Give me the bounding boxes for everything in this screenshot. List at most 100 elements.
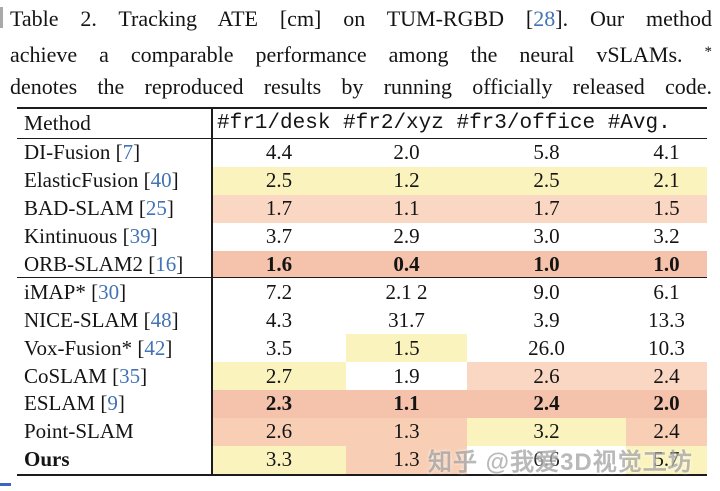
ate-value-cell: 2.4: [467, 390, 626, 418]
table-row: iMAP* [30] 7.2 2.1 2 9.0 6.1: [17, 278, 707, 306]
ate-value-cell: 1.1: [346, 390, 467, 418]
header-sequence-columns: #fr1/desk #fr2/xyz #fr3/office #Avg.: [212, 112, 707, 135]
ate-value-cell: 6.1: [653, 279, 680, 304]
ate-value-cell: 4.1: [653, 140, 680, 165]
ate-value-cell: 3.2: [653, 224, 680, 249]
citation-link: 30: [98, 279, 120, 304]
ate-value-cell: 1.7: [212, 194, 346, 223]
table-header-row: Method #fr1/desk #fr2/xyz #fr3/office #A…: [17, 109, 707, 139]
ate-value-cell: 3.9: [533, 307, 560, 332]
ate-value-cell: 2.5: [212, 166, 346, 195]
ate-value-cell: 6.6: [533, 447, 560, 472]
citation-link: 35: [119, 363, 141, 388]
ate-value-cell: 2.4: [626, 362, 707, 391]
ate-value-cell: 5.8: [533, 140, 560, 165]
table-row: Kintinuous [39] 3.7 2.9 3.0 3.2: [17, 223, 707, 251]
method-name: ESLAM [9]: [24, 391, 125, 416]
ate-value-cell: 4.4: [265, 140, 293, 165]
citation-link: 28: [533, 6, 556, 31]
ate-value-cell: 3.0: [533, 224, 560, 249]
caption-text: Table 2. Tracking ATE [cm] on TUM-RGBD [: [10, 6, 534, 31]
citation-link: 16: [155, 251, 177, 276]
citation-link: 25: [145, 196, 167, 221]
method-name: NICE-SLAM [48]: [24, 307, 179, 332]
ate-value-cell: 2.1 2: [385, 279, 428, 304]
page-edge-artifact-bottom: [0, 483, 11, 486]
method-name: Point-SLAM: [24, 419, 134, 444]
method-name: ORB-SLAM2 [16]: [24, 251, 184, 276]
results-table: Method #fr1/desk #fr2/xyz #fr3/office #A…: [17, 107, 707, 476]
header-col: #fr1/desk: [217, 112, 331, 135]
caption-line-3: denotes the reproduced results by runnin…: [10, 74, 712, 99]
ate-value-cell: 2.6: [212, 417, 346, 446]
ate-value-cell: 10.3: [648, 335, 685, 360]
method-name: Vox-Fusion* [42]: [24, 335, 173, 360]
ate-value-cell: 1.9: [393, 363, 420, 388]
citation-link: 42: [144, 335, 166, 360]
ate-value-cell: 1.0: [467, 250, 626, 278]
ate-value-cell: 3.2: [467, 417, 626, 446]
watermark-text: 知乎 @我爱3D视觉工坊: [428, 449, 693, 476]
method-name: CoSLAM [35]: [24, 363, 148, 388]
caption-line-2: achieve a comparable performance among t…: [10, 36, 712, 72]
header-col: #Avg.: [607, 112, 671, 135]
ate-value-cell: 5.7: [626, 445, 707, 474]
column-divider-rule: [211, 109, 213, 474]
caption-line-1: Table 2. Tracking ATE [cm] on TUM-RGBD […: [10, 3, 712, 36]
citation-link: 7: [122, 140, 134, 165]
header-method: Method: [24, 111, 91, 135]
method-name: ElasticFusion [40]: [24, 168, 179, 193]
table-row: ESLAM [9] 2.3 1.1 2.4 2.0: [17, 390, 707, 418]
table-row: ElasticFusion [40] 2.5 1.2 2.5 2.1: [17, 166, 707, 195]
ate-value-cell: 1.2: [346, 166, 467, 195]
table-row: DI-Fusion [7] 4.4 2.0 5.8 4.1: [17, 139, 707, 167]
caption-text: ]. Our method: [555, 6, 713, 31]
ate-value-cell: 1.7: [467, 194, 626, 223]
table-row: Vox-Fusion* [42] 3.5 1.5 26.0 10.3: [17, 334, 707, 363]
page-edge-artifact-top: [0, 7, 3, 28]
ate-value-cell: 1.1: [346, 194, 467, 223]
ate-value-cell: 1.5: [626, 194, 707, 223]
ate-value-cell: 2.9: [393, 224, 420, 249]
table-row: Point-SLAM 2.6 1.3 3.2 2.4: [17, 417, 707, 446]
method-name: DI-Fusion [7]: [24, 140, 141, 165]
table-row: Ours 3.3 1.3 6.6 5.7: [17, 445, 707, 474]
ate-value-cell: 4.3: [265, 307, 293, 332]
table-rows: DI-Fusion [7] 4.4 2.0 5.8 4.1 ElasticFusion […: [17, 139, 707, 474]
table-row: BAD-SLAM [25] 1.7 1.1 1.7 1.5: [17, 194, 707, 223]
ate-value-cell: 9.0: [533, 279, 560, 304]
asterisk-marker: *: [704, 43, 713, 60]
table-row: NICE-SLAM [48] 4.3 31.7 3.9 13.3: [17, 306, 707, 334]
table-caption: Table 2. Tracking ATE [cm] on TUM-RGBD […: [10, 3, 712, 104]
ate-value-cell: 2.3: [212, 390, 346, 418]
ate-value-cell: 1.5: [346, 334, 467, 363]
ate-value-cell: 2.6: [467, 362, 626, 391]
ate-value-cell: 1.6: [212, 250, 346, 278]
ate-value-cell: 2.0: [393, 140, 420, 165]
ate-value-cell: 7.2: [265, 279, 293, 304]
ate-value-cell: 1.3: [346, 445, 467, 474]
ate-value-cell: 31.7: [388, 307, 425, 332]
ate-value-cell: 13.3: [648, 307, 685, 332]
ate-value-cell: 3.7: [265, 224, 293, 249]
ate-value-cell: 1.3: [346, 417, 467, 446]
citation-link: 39: [129, 224, 151, 249]
ate-value-cell: 2.7: [212, 362, 346, 391]
method-name: BAD-SLAM [25]: [24, 196, 174, 221]
ate-value-cell: 2.1: [626, 166, 707, 195]
header-col: #fr2/xyz: [343, 112, 444, 135]
table-row: CoSLAM [35] 2.7 1.9 2.6 2.4: [17, 362, 707, 391]
method-name: Ours: [24, 447, 70, 472]
method-name: iMAP* [30]: [24, 279, 127, 304]
citation-link: 40: [150, 168, 172, 193]
ate-value-cell: 26.0: [528, 335, 565, 360]
ate-value-cell: 2.0: [626, 390, 707, 418]
ate-value-cell: 3.3: [212, 445, 346, 474]
citation-link: 9: [107, 391, 118, 416]
ate-value-cell: 2.4: [626, 417, 707, 446]
table-row: ORB-SLAM2 [16] 1.6 0.4 1.0 1.0: [17, 250, 707, 279]
citation-link: 48: [150, 307, 172, 332]
ate-value-cell: 2.5: [467, 166, 626, 195]
ate-value-cell: 1.0: [626, 250, 707, 278]
